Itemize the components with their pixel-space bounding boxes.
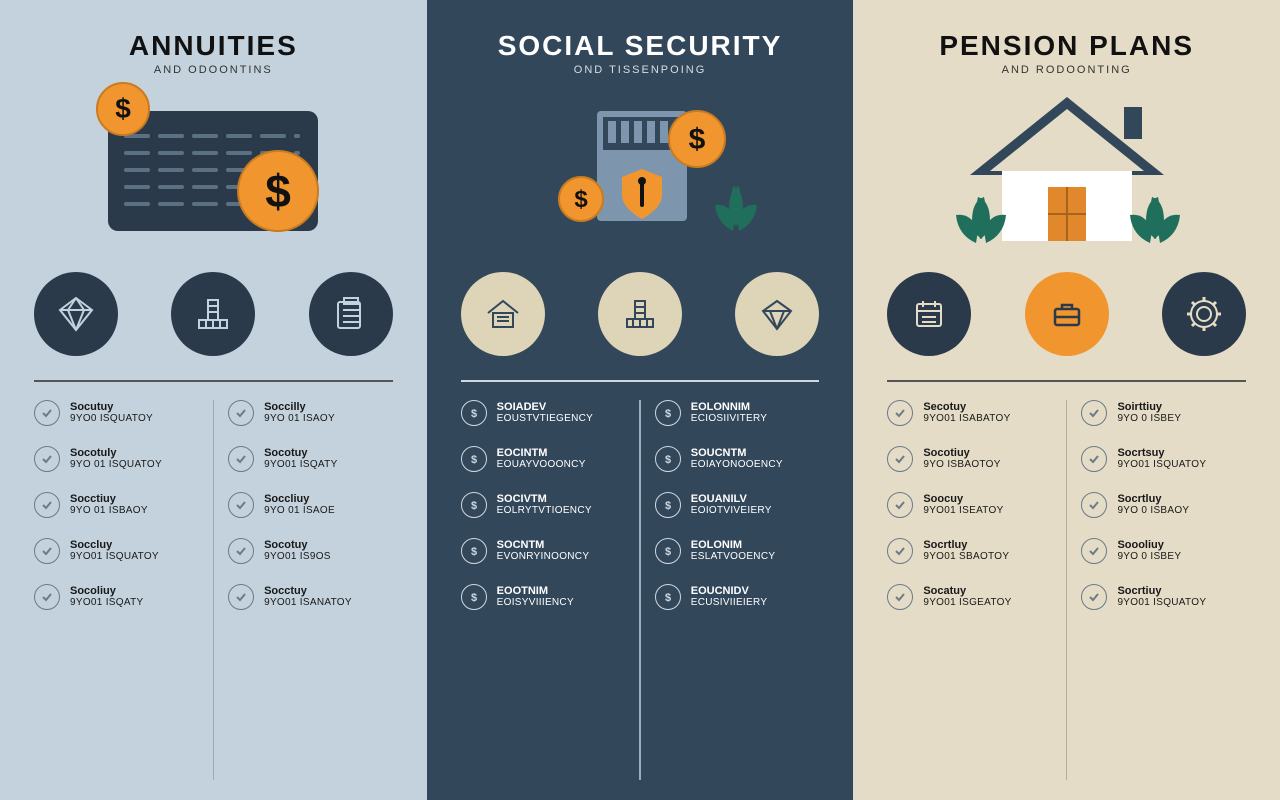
- diamond-icon: [735, 272, 819, 356]
- list-item: Soocuy9YO01 ISEATOY: [887, 492, 1052, 518]
- heading: SOCIAL SECURITY OND TISSENPOING: [461, 30, 820, 76]
- briefcase-icon: [1025, 272, 1109, 356]
- list-item: Socotuly9YO 01 ISQUATOY: [34, 446, 199, 472]
- svg-text:$: $: [689, 123, 706, 156]
- calendar-icon: [887, 272, 971, 356]
- svg-text:$: $: [665, 408, 671, 419]
- features-list: Socutuy9YO0 ISQUATOY Socotuly9YO 01 ISQU…: [34, 400, 393, 780]
- list-item: Socrtluy9YO01 SBAOTOY: [887, 538, 1052, 564]
- list-item: Socatuy9YO01 ISGEATOY: [887, 584, 1052, 610]
- column-separator: [639, 400, 641, 780]
- column-pension: PENSION PLANS AND RODOONTING: [853, 0, 1280, 800]
- list-item: $EOLONIMESLATVOOENCY: [655, 538, 820, 564]
- svg-text:$: $: [665, 546, 671, 557]
- gear-icon: [1162, 272, 1246, 356]
- column-separator: [213, 400, 215, 780]
- list-item: $SOCNTMEVONRYINOONCY: [461, 538, 626, 564]
- column-social-security: SOCIAL SECURITY OND TISSENPOING $: [427, 0, 854, 800]
- divider: [887, 380, 1246, 382]
- list-item: Socrtsuy9YO01 ISQUATOY: [1081, 446, 1246, 472]
- infographic: ANNUITIES AND ODOONTINS $: [0, 0, 1280, 800]
- list-item: Soccilly9YO 01 ISAOY: [228, 400, 393, 426]
- svg-text:$: $: [266, 165, 292, 217]
- illustration-pension: [887, 76, 1246, 266]
- features-list: Secotuy9YO01 ISABATOY Socotiuy9YO ISBAOT…: [887, 400, 1246, 780]
- list-item: $SOIADEVEOUSTVTIEGENCY: [461, 400, 626, 426]
- list-item: Socoliuy9YO01 ISQATY: [34, 584, 199, 610]
- features-list: $SOIADEVEOUSTVTIEGENCY $EOCINTMEOUAYVOOO…: [461, 400, 820, 780]
- heading: PENSION PLANS AND RODOONTING: [887, 30, 1246, 76]
- list-item: Socotiuy9YO ISBAOTOY: [887, 446, 1052, 472]
- list-item: Socrtiuy9YO01 ISQUATOY: [1081, 584, 1246, 610]
- illustration-social-security: $ $: [461, 76, 820, 266]
- divider: [461, 380, 820, 382]
- list-item: Socrtluy9YO 0 ISBAOY: [1081, 492, 1246, 518]
- title: PENSION PLANS: [887, 30, 1246, 62]
- list-item: Secotuy9YO01 ISABATOY: [887, 400, 1052, 426]
- svg-text:$: $: [471, 592, 477, 603]
- list-item: $SOUCNTMEOIAYONOOENCY: [655, 446, 820, 472]
- subtitle: OND TISSENPOING: [461, 64, 820, 76]
- illustration-annuities: $ $: [34, 76, 393, 266]
- svg-text:$: $: [471, 546, 477, 557]
- title: ANNUITIES: [34, 30, 393, 62]
- list-item: Socctuy9YO01 ISANATOY: [228, 584, 393, 610]
- svg-text:$: $: [665, 454, 671, 465]
- svg-text:$: $: [471, 408, 477, 419]
- list-item: $SOCIVTMEOLRYTVTIOENCY: [461, 492, 626, 518]
- list-item: Soirttiuy9YO 0 ISBEY: [1081, 400, 1246, 426]
- diamond-icon: [34, 272, 118, 356]
- list-item: Socctiuy9YO 01 ISBAOY: [34, 492, 199, 518]
- heading: ANNUITIES AND ODOONTINS: [34, 30, 393, 76]
- svg-text:$: $: [471, 500, 477, 511]
- icon-row: [887, 272, 1246, 356]
- svg-text:$: $: [116, 93, 132, 124]
- list-item: $EOUCNIDVECUSIVIIEIERY: [655, 584, 820, 610]
- list-item: Socutuy9YO0 ISQUATOY: [34, 400, 199, 426]
- subtitle: AND ODOONTINS: [34, 64, 393, 76]
- house-icon: [461, 272, 545, 356]
- list-item: Socotuy9YO01 ISQATY: [228, 446, 393, 472]
- list-item: $EOLONNIMECIOSIIVITERY: [655, 400, 820, 426]
- list-item: Socotuy9YO01 IS9OS: [228, 538, 393, 564]
- column-separator: [1066, 400, 1068, 780]
- list-item: Soooliuy9YO 0 ISBEY: [1081, 538, 1246, 564]
- list-item: $EOCINTMEOUAYVOOONCY: [461, 446, 626, 472]
- list-item: $EOOTNIMEOISYVIIIENCY: [461, 584, 626, 610]
- title: SOCIAL SECURITY: [461, 30, 820, 62]
- building-icon: [171, 272, 255, 356]
- svg-text:$: $: [665, 592, 671, 603]
- svg-text:$: $: [471, 454, 477, 465]
- building-icon: [598, 272, 682, 356]
- svg-text:$: $: [574, 186, 588, 213]
- icon-row: [34, 272, 393, 356]
- list-item: Soccluy9YO01 ISQUATOY: [34, 538, 199, 564]
- list-item: Soccliuy9YO 01 ISAOE: [228, 492, 393, 518]
- list-item: $EOUANILVEOIOTVIVEIERY: [655, 492, 820, 518]
- document-icon: [309, 272, 393, 356]
- icon-row: [461, 272, 820, 356]
- svg-text:$: $: [665, 500, 671, 511]
- divider: [34, 380, 393, 382]
- subtitle: AND RODOONTING: [887, 64, 1246, 76]
- column-annuities: ANNUITIES AND ODOONTINS $: [0, 0, 427, 800]
